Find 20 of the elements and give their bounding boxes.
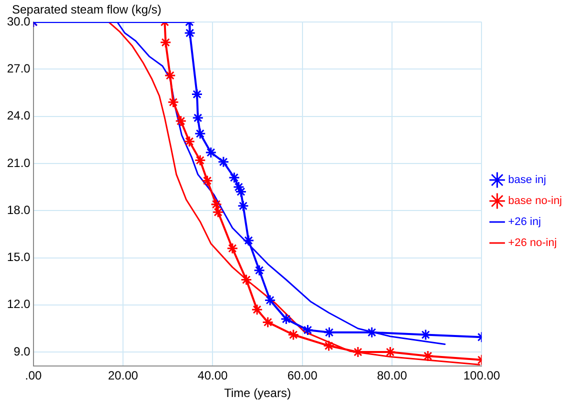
x-tick-label: .00 bbox=[25, 368, 42, 383]
y-tick-label: 21.0 bbox=[6, 156, 31, 170]
y-tick-label: 9.0 bbox=[14, 344, 31, 358]
x-tick-label: 100.00 bbox=[463, 368, 500, 383]
legend-label: base no-inj bbox=[508, 195, 562, 208]
y-tick-label: 30.0 bbox=[6, 14, 31, 28]
x-tick-label: 60.00 bbox=[287, 368, 318, 383]
x-tick-label: 80.00 bbox=[377, 368, 408, 383]
legend-label: +26 inj bbox=[508, 216, 541, 228]
x-tick-label: 40.00 bbox=[198, 368, 228, 383]
legend-label: base inj bbox=[508, 174, 546, 186]
x-axis-title: Time (years) bbox=[224, 386, 291, 400]
x-tick-label: 20.00 bbox=[108, 368, 138, 383]
y-tick-label: 12.0 bbox=[6, 297, 31, 312]
legend-label: +26 no-inj bbox=[508, 237, 557, 250]
y-tick-label: 27.0 bbox=[6, 61, 31, 76]
y-tick-label: 24.0 bbox=[6, 108, 31, 123]
y-tick-label: 18.0 bbox=[6, 202, 31, 217]
y-tick-label: 15.0 bbox=[6, 250, 31, 264]
y-axis-title: Separated steam flow (kg/s) bbox=[12, 2, 162, 16]
